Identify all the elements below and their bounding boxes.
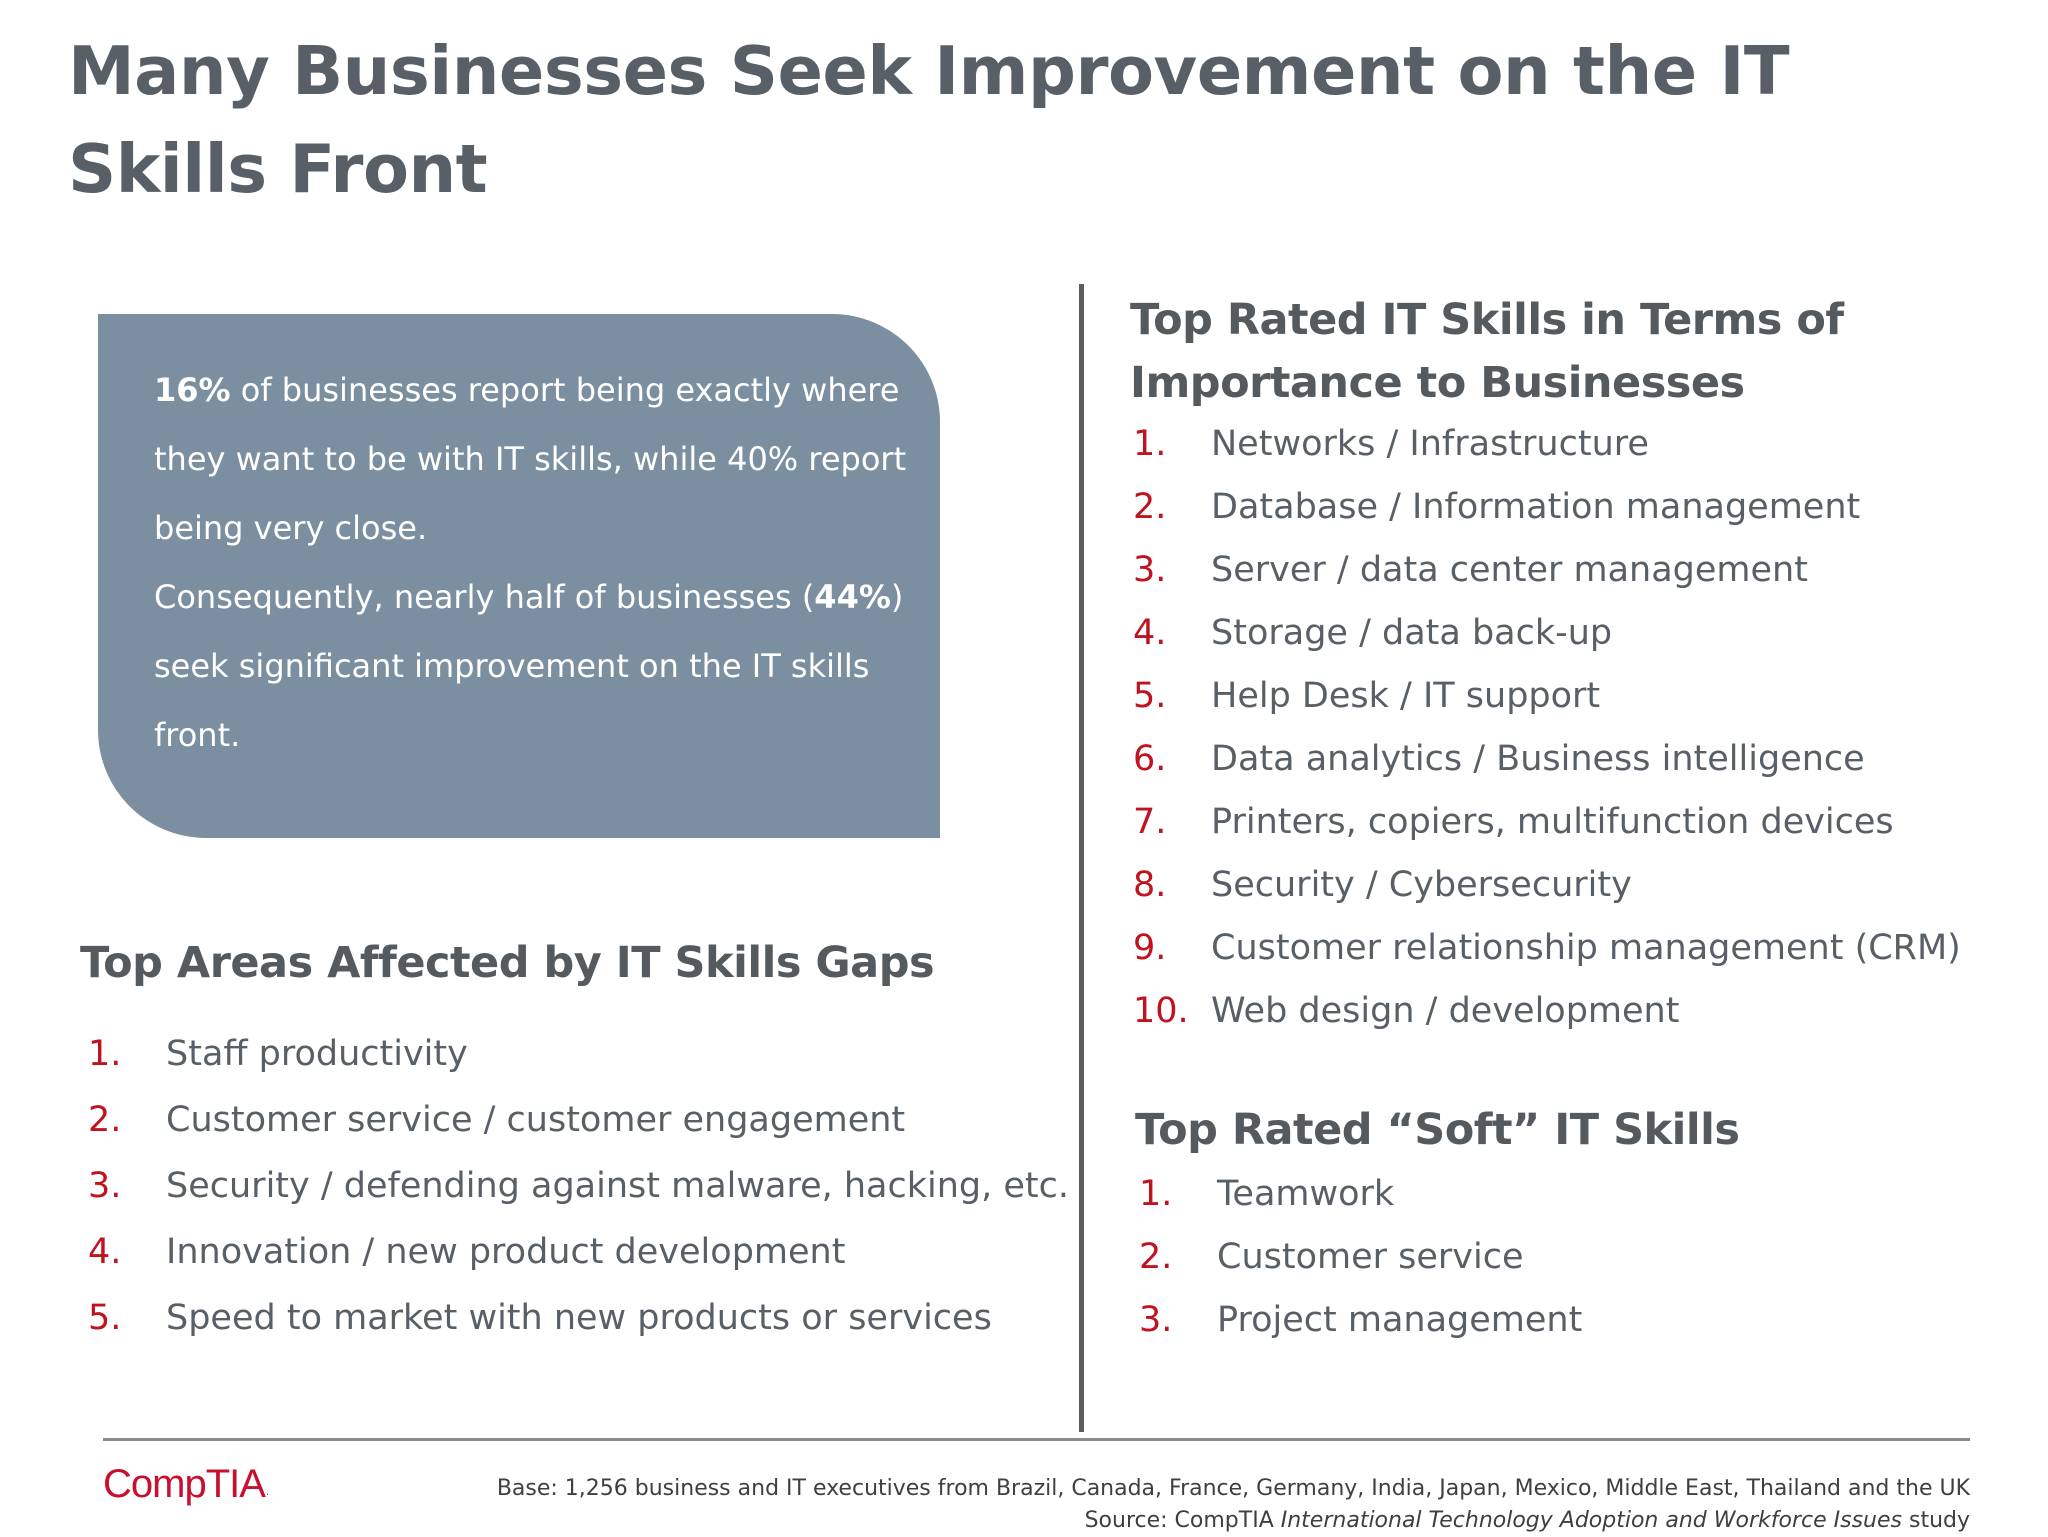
list-text: Networks / Infrastructure bbox=[1211, 424, 1649, 464]
list-item: 2. Customer service / customer engagement bbox=[88, 1100, 1048, 1166]
summary-callout: 16% of businesses report being exactly w… bbox=[98, 314, 940, 838]
top-skills-heading-line1: Top Rated IT Skills in Terms of bbox=[1130, 295, 1844, 345]
page-title: Many Businesses Seek Improvement on the … bbox=[68, 32, 1790, 208]
callout-stat-16: 16% bbox=[154, 371, 231, 409]
list-text: Security / defending against malware, ha… bbox=[166, 1166, 1070, 1206]
footnote-source: Source: CompTIA International Technology… bbox=[497, 1505, 1970, 1537]
source-footnote: Base: 1,256 business and IT executives f… bbox=[497, 1473, 1970, 1537]
list-number: 5. bbox=[88, 1298, 122, 1338]
list-number: 3. bbox=[88, 1166, 122, 1206]
vertical-divider bbox=[1079, 284, 1084, 1432]
footnote-source-suffix: study bbox=[1901, 1508, 1970, 1533]
list-number: 9. bbox=[1133, 928, 1167, 968]
list-number: 4. bbox=[1133, 613, 1167, 653]
callout-stat-44: 44% bbox=[814, 578, 891, 616]
areas-heading: Top Areas Affected by IT Skills Gaps bbox=[80, 938, 935, 988]
logo-text: CompTIA bbox=[103, 1462, 266, 1506]
list-number: 3. bbox=[1139, 1300, 1173, 1340]
list-text: Project management bbox=[1217, 1300, 1583, 1340]
soft-skills-list: 1. Teamwork 2. Customer service 3. Project … bbox=[1139, 1174, 1939, 1363]
callout-p2-end: ) seek significant improvement on the IT… bbox=[154, 578, 904, 754]
list-item: 2. Customer service bbox=[1139, 1237, 1939, 1300]
list-text: Customer service bbox=[1217, 1237, 1524, 1277]
callout-p1-text: of businesses report being exactly where… bbox=[154, 371, 907, 547]
list-text: Storage / data back-up bbox=[1211, 613, 1613, 653]
list-text: Security / Cybersecurity bbox=[1211, 865, 1632, 905]
list-number: 4. bbox=[88, 1232, 122, 1272]
callout-paragraph-1: 16% of businesses report being exactly w… bbox=[154, 356, 920, 563]
list-item: 1. Staff productivity bbox=[88, 1034, 1048, 1100]
list-text: Server / data center management bbox=[1211, 550, 1808, 590]
list-text: Innovation / new product development bbox=[166, 1232, 846, 1272]
list-number: 10. bbox=[1133, 991, 1189, 1031]
list-text: Customer relationship management (CRM) bbox=[1211, 928, 1961, 968]
comptia-logo: CompTIA. bbox=[103, 1462, 269, 1507]
list-item: 3. Server / data center management bbox=[1133, 550, 1953, 613]
list-text: Customer service / customer engagement bbox=[166, 1100, 906, 1140]
list-text: Printers, copiers, multifunction devices bbox=[1211, 802, 1894, 842]
list-number: 1. bbox=[88, 1034, 122, 1074]
list-number: 5. bbox=[1133, 676, 1167, 716]
list-item: 8. Security / Cybersecurity bbox=[1133, 865, 1953, 928]
list-item: 1. Networks / Infrastructure bbox=[1133, 424, 1953, 487]
list-text: Web design / development bbox=[1211, 991, 1680, 1031]
areas-list: 1. Staff productivity 2. Customer service … bbox=[88, 1034, 1069, 1364]
list-item: 3. Security / defending against malware, … bbox=[88, 1166, 1069, 1232]
list-item: 6. Data analytics / Business intelligence bbox=[1133, 739, 1953, 802]
top-skills-heading-line2: Importance to Businesses bbox=[1130, 358, 1745, 408]
list-number: 1. bbox=[1139, 1174, 1173, 1214]
list-item: 5. Speed to market with new products or s… bbox=[88, 1298, 1048, 1364]
list-number: 6. bbox=[1133, 739, 1167, 779]
list-text: Staff productivity bbox=[166, 1034, 468, 1074]
top-skills-heading: Top Rated IT Skills in Terms of Importanc… bbox=[1130, 289, 1844, 415]
soft-skills-heading: Top Rated “Soft” IT Skills bbox=[1135, 1105, 1740, 1155]
list-item: 1. Teamwork bbox=[1139, 1174, 1939, 1237]
list-item: 10. Web design / development bbox=[1133, 991, 1953, 1054]
list-number: 8. bbox=[1133, 865, 1167, 905]
list-text: Teamwork bbox=[1217, 1174, 1395, 1214]
list-text: Data analytics / Business intelligence bbox=[1211, 739, 1865, 779]
list-item: 4. Storage / data back-up bbox=[1133, 613, 1953, 676]
top-skills-list: 1. Networks / Infrastructure 2. Database /… bbox=[1133, 424, 1961, 1054]
callout-paragraph-2: Consequently, nearly half of businesses … bbox=[154, 563, 920, 770]
list-number: 7. bbox=[1133, 802, 1167, 842]
callout-p2-start: Consequently, nearly half of businesses … bbox=[154, 578, 815, 616]
list-text: Database / Information management bbox=[1211, 487, 1861, 527]
list-number: 1. bbox=[1133, 424, 1167, 464]
footnote-source-study: International Technology Adoption and Wo… bbox=[1280, 1508, 1902, 1533]
footer-divider bbox=[103, 1438, 1970, 1441]
list-item: 5. Help Desk / IT support bbox=[1133, 676, 1953, 739]
list-item: 7. Printers, copiers, multifunction devic… bbox=[1133, 802, 1953, 865]
footnote-source-prefix: Source: CompTIA bbox=[1084, 1508, 1281, 1533]
list-text: Help Desk / IT support bbox=[1211, 676, 1601, 716]
list-number: 2. bbox=[1133, 487, 1167, 527]
list-number: 3. bbox=[1133, 550, 1167, 590]
list-number: 2. bbox=[1139, 1237, 1173, 1277]
footnote-base: Base: 1,256 business and IT executives f… bbox=[496, 1476, 1970, 1501]
list-text: Speed to market with new products or ser… bbox=[166, 1298, 992, 1338]
list-number: 2. bbox=[88, 1100, 122, 1140]
list-item: 4. Innovation / new product development bbox=[88, 1232, 1048, 1298]
logo-trademark: . bbox=[265, 1486, 269, 1498]
list-item: 3. Project management bbox=[1139, 1300, 1939, 1363]
list-item: 9. Customer relationship management (CRM) bbox=[1133, 928, 1961, 991]
list-item: 2. Database / Information management bbox=[1133, 487, 1953, 550]
